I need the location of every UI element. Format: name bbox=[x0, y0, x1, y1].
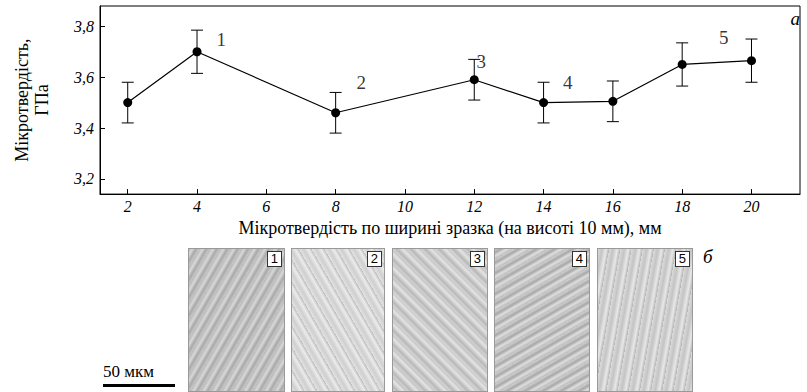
html-text:4: 4 bbox=[575, 251, 583, 266]
svg-text:3,2: 3,2 bbox=[73, 170, 94, 187]
svg-text:Мікротвердість,: Мікротвердість, bbox=[12, 38, 32, 161]
svg-text:а: а bbox=[791, 8, 801, 29]
html-text:2: 2 bbox=[370, 251, 378, 266]
html-text:б: б bbox=[703, 246, 713, 267]
html-text:50 мкм: 50 мкм bbox=[103, 362, 154, 381]
svg-text:3: 3 bbox=[476, 51, 486, 72]
svg-text:14: 14 bbox=[536, 198, 552, 215]
html-text:3: 3 bbox=[473, 251, 481, 266]
svg-text:12: 12 bbox=[466, 198, 482, 215]
svg-text:4: 4 bbox=[563, 72, 573, 93]
svg-text:2: 2 bbox=[124, 198, 132, 215]
svg-text:2: 2 bbox=[357, 72, 367, 93]
svg-text:8: 8 bbox=[332, 198, 340, 215]
svg-text:3,6: 3,6 bbox=[73, 69, 94, 86]
svg-text:18: 18 bbox=[674, 198, 690, 215]
svg-text:Мікротвердість по ширині зразк: Мікротвердість по ширині зразка (на висо… bbox=[238, 218, 661, 239]
html-text:1: 1 bbox=[270, 251, 278, 266]
svg-text:20: 20 bbox=[743, 198, 759, 215]
svg-text:3,4: 3,4 bbox=[73, 120, 94, 137]
svg-text:1: 1 bbox=[217, 29, 227, 50]
svg-text:3,8: 3,8 bbox=[73, 18, 94, 35]
html-text:5: 5 bbox=[678, 251, 686, 266]
svg-text:4: 4 bbox=[193, 198, 201, 215]
svg-text:5: 5 bbox=[719, 27, 729, 48]
svg-text:6: 6 bbox=[262, 198, 270, 215]
svg-text:ГПа: ГПа bbox=[32, 84, 52, 115]
svg-text:10: 10 bbox=[397, 198, 413, 215]
svg-text:16: 16 bbox=[605, 198, 621, 215]
